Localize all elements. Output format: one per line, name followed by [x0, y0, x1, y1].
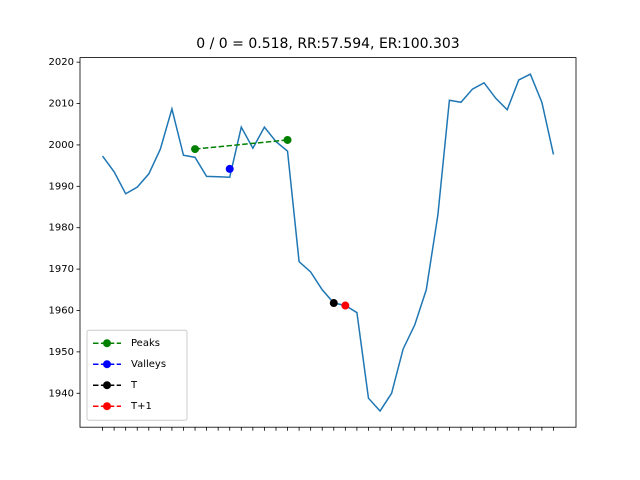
y-tick-label: 1970 [49, 264, 74, 275]
y-tick-label: 1990 [49, 181, 74, 192]
legend-label: T [130, 380, 138, 391]
marker [329, 299, 338, 308]
y-tick-label: 2000 [49, 140, 74, 151]
legend-marker [103, 339, 111, 348]
chart-title: 0 / 0 = 0.518, RR:57.594, ER:100.303 [196, 36, 459, 52]
legend-label: T+1 [130, 401, 152, 412]
legend-marker [103, 381, 111, 390]
marker [225, 164, 234, 173]
legend-label: Peaks [131, 338, 160, 349]
legend-label: Valleys [131, 359, 166, 370]
y-tick-label: 1940 [49, 388, 74, 399]
legend-marker [103, 402, 111, 411]
marker [341, 301, 350, 310]
y-tick-label: 1980 [49, 223, 74, 234]
legend-marker [103, 360, 111, 369]
data-line [101, 73, 555, 413]
marker [191, 145, 200, 154]
y-tick-label: 1950 [49, 347, 74, 358]
axes-frame [79, 57, 577, 428]
marker [283, 135, 292, 144]
y-tick-label: 2020 [49, 57, 74, 68]
y-tick-label: 2010 [49, 99, 74, 110]
y-tick-label: 1960 [49, 305, 74, 316]
legend-box [86, 329, 188, 421]
